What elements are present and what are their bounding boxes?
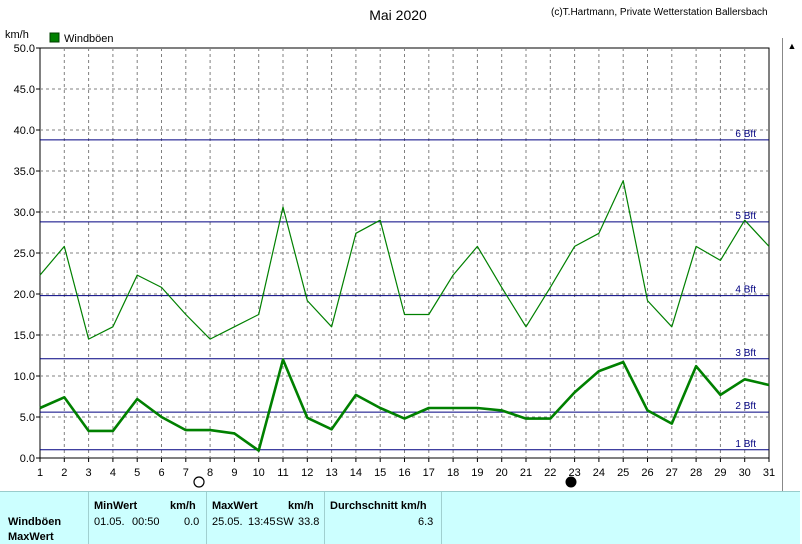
y-tick-label: 10.0 — [14, 371, 35, 383]
y-tick-label: 5.0 — [20, 412, 35, 424]
copyright-text: (c)T.Hartmann, Private Wetterstation Bal… — [551, 7, 768, 18]
stats-panel: Windböen MaxWert MinWert km/h 01.05. 00:… — [0, 491, 800, 544]
chart-title: Mai 2020 — [369, 7, 427, 23]
x-tick-label: 9 — [231, 467, 237, 479]
min-date: 01.05. — [94, 516, 125, 528]
beaufort-label: 4 Bft — [735, 285, 756, 296]
beaufort-label: 5 Bft — [735, 211, 756, 222]
max-unit: km/h — [288, 500, 314, 512]
x-tick-label: 20 — [496, 467, 508, 479]
y-tick-label: 0.0 — [20, 453, 35, 465]
x-tick-label: 14 — [350, 467, 362, 479]
y-tick-label: 25.0 — [14, 248, 35, 260]
x-tick-label: 10 — [253, 467, 265, 479]
full-moon-icon — [565, 476, 577, 488]
x-tick-label: 15 — [374, 467, 386, 479]
x-tick-labels: 1 2 3 4 5 6 7 8 9 10 11 12 13 14 15 16 17 18 19 20 21 22 23 24 2… — [37, 467, 775, 479]
x-tick-label: 30 — [739, 467, 751, 479]
y-tick-label: 30.0 — [14, 207, 35, 219]
x-tick-label: 12 — [301, 467, 313, 479]
beaufort-lines: 1 Bft 2 Bft 3 Bft 4 Bft 5 Bft 6 Bft — [40, 129, 769, 451]
x-tick-label: 26 — [641, 467, 653, 479]
x-tick-label: 22 — [544, 467, 556, 479]
beaufort-label: 3 Bft — [735, 348, 756, 359]
x-tick-label: 8 — [207, 467, 213, 479]
x-tick-label: 4 — [110, 467, 116, 479]
x-tick-label: 7 — [183, 467, 189, 479]
beaufort-label: 2 Bft — [735, 401, 756, 412]
chart-area: Mai 2020 (c)T.Hartmann, Private Wetterst… — [5, 7, 775, 488]
legend-label: Windböen — [64, 33, 114, 45]
row-label-windboeen: Windböen — [8, 516, 62, 528]
x-tick-label: 3 — [86, 467, 92, 479]
scroll-up-icon[interactable]: ▲ — [787, 41, 797, 51]
max-value: 33.8 — [298, 516, 320, 528]
x-tick-label: 24 — [593, 467, 605, 479]
right-scrollbar[interactable]: ▲ ▼ — [782, 38, 801, 529]
min-header: MinWert — [94, 500, 138, 512]
y-tick-label: 15.0 — [14, 330, 35, 342]
x-tick-label: 25 — [617, 467, 629, 479]
new-moon-icon — [193, 476, 205, 488]
x-tick-label: 6 — [158, 467, 164, 479]
x-tick-label: 23 — [568, 467, 580, 479]
y-tick-label: 40.0 — [14, 125, 35, 137]
y-tick-labels: 0.0 5.0 10.0 15.0 20.0 25.0 30.0 35.0 40.0 45.0 50… — [14, 43, 35, 465]
x-tick-label: 17 — [423, 467, 435, 479]
y-tick-label: 50.0 — [14, 43, 35, 55]
x-tick-label: 21 — [520, 467, 532, 479]
x-tick-label: 16 — [398, 467, 410, 479]
min-unit: km/h — [170, 500, 196, 512]
x-tick-label: 1 — [37, 467, 43, 479]
series-line-mean — [39, 358, 770, 452]
x-tick-label: 2 — [61, 467, 67, 479]
max-header: MaxWert — [212, 500, 258, 512]
x-tick-label: 13 — [325, 467, 337, 479]
series-lines — [39, 180, 770, 452]
x-tick-label: 18 — [447, 467, 459, 479]
x-tick-label: 11 — [277, 467, 288, 479]
plot-area — [36, 47, 770, 462]
min-value: 0.0 — [184, 516, 200, 528]
y-tick-label: 20.0 — [14, 289, 35, 301]
legend-swatch — [49, 32, 60, 43]
max-date: 25.05. — [212, 516, 243, 528]
y-tick-label: 35.0 — [14, 166, 35, 178]
avg-value: 6.3 — [418, 516, 434, 528]
x-tick-label: 31 — [763, 467, 775, 479]
max-direction: SW — [276, 516, 294, 528]
max-time: 13:45 — [248, 516, 276, 528]
x-tick-label: 5 — [134, 467, 140, 479]
avg-header: Durchschnitt km/h — [330, 500, 427, 512]
x-tick-label: 19 — [471, 467, 483, 479]
min-time: 00:50 — [132, 516, 160, 528]
y-axis-unit: km/h — [5, 29, 29, 41]
x-tick-label: 29 — [714, 467, 726, 479]
x-tick-label: 28 — [690, 467, 702, 479]
beaufort-label: 6 Bft — [735, 129, 756, 140]
beaufort-label: 1 Bft — [735, 439, 756, 450]
series-line-windboeen — [39, 180, 770, 340]
row-label-maxwert: MaxWert — [8, 531, 54, 543]
x-tick-label: 27 — [666, 467, 678, 479]
y-tick-label: 45.0 — [14, 84, 35, 96]
